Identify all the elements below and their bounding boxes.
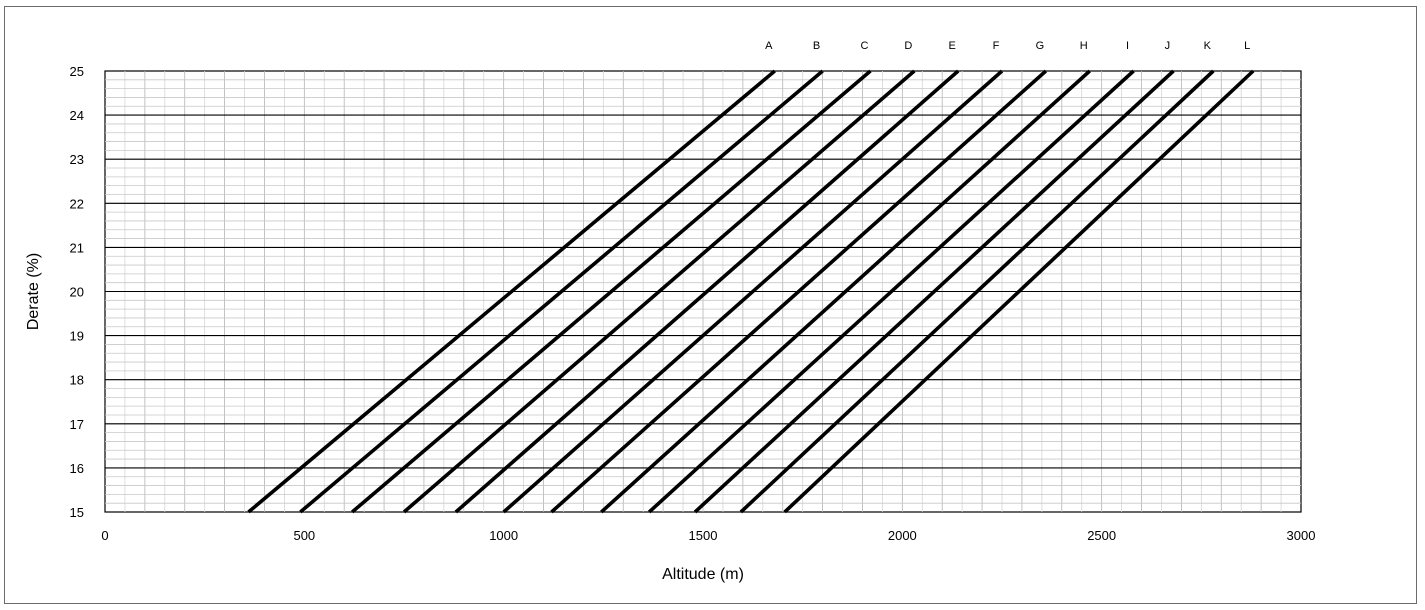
- series-labels: A B C D E F G H I J K L: [765, 40, 1250, 52]
- y-tick-label: 16: [70, 461, 84, 476]
- series-line-L: [783, 69, 1255, 514]
- y-tick-label: 22: [70, 196, 84, 211]
- series-label-E: E: [948, 40, 955, 52]
- y-tick-label: 24: [70, 108, 84, 123]
- x-tick-label: 2000: [888, 528, 917, 543]
- series-line-J: [693, 69, 1175, 514]
- y-tick-label: 23: [70, 152, 84, 167]
- series-line-B: [299, 69, 824, 514]
- x-tick-label: 0: [101, 528, 108, 543]
- y-tick-label: 17: [70, 417, 84, 432]
- y-axis-title: Derate (%): [25, 253, 42, 330]
- x-axis-ticks: 0 500 1000 1500 2000 2500 3000: [101, 528, 1315, 543]
- series-label-K: K: [1204, 40, 1212, 52]
- series-label-J: J: [1165, 40, 1171, 52]
- series-label-I: I: [1126, 40, 1129, 52]
- series-line-A: [247, 69, 776, 514]
- series-line-K: [739, 69, 1215, 514]
- y-tick-label: 18: [70, 373, 84, 388]
- major-grid: [105, 114, 1301, 469]
- series-label-L: L: [1244, 40, 1250, 52]
- series-label-G: G: [1036, 40, 1045, 52]
- y-axis-ticks: 15 16 17 18 19 20 21 22 23 24 25: [70, 64, 84, 520]
- y-tick-label: 19: [70, 329, 84, 344]
- series-line-G: [550, 69, 1048, 514]
- x-tick-label: 3000: [1287, 528, 1316, 543]
- series-label-H: H: [1080, 40, 1088, 52]
- x-tick-label: 1500: [689, 528, 718, 543]
- series-label-F: F: [993, 40, 1000, 52]
- x-tick-label: 1000: [489, 528, 518, 543]
- y-tick-label: 25: [70, 64, 84, 79]
- series-line-C: [351, 69, 872, 514]
- y-tick-label: 21: [70, 240, 84, 255]
- series-label-A: A: [765, 40, 773, 52]
- x-axis-title: Altitude (m): [662, 566, 744, 583]
- series-line-F: [502, 69, 1004, 514]
- series-label-D: D: [904, 40, 912, 52]
- series-label-B: B: [813, 40, 820, 52]
- series-line-D: [402, 69, 916, 514]
- y-tick-label: 20: [70, 285, 84, 300]
- series-lines: [247, 69, 1255, 514]
- series-line-H: [600, 69, 1091, 514]
- x-tick-label: 2500: [1087, 528, 1116, 543]
- series-line-E: [454, 69, 960, 514]
- x-tick-label: 500: [293, 528, 315, 543]
- series-label-C: C: [860, 40, 868, 52]
- series-line-I: [647, 69, 1135, 514]
- y-tick-label: 15: [70, 505, 84, 520]
